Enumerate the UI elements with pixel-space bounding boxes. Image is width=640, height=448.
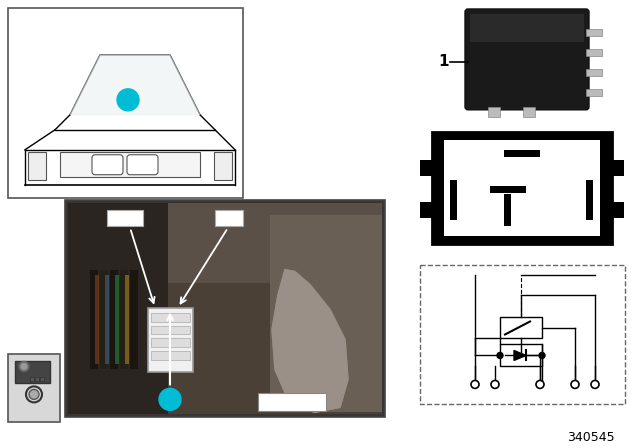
Bar (490, 186, 526, 193)
Text: X58: X58 (109, 211, 136, 224)
Polygon shape (272, 270, 348, 412)
Circle shape (591, 380, 599, 388)
Bar (110, 270, 118, 370)
Bar (151, 352, 190, 361)
Bar (8, 8, 243, 198)
Bar (270, 215, 382, 412)
Text: 85: 85 (580, 179, 596, 192)
Text: 30: 30 (468, 392, 482, 402)
Bar (28, 152, 46, 180)
Text: 85: 85 (488, 392, 502, 402)
Bar (151, 339, 190, 348)
Text: 1: 1 (166, 393, 174, 406)
Bar (504, 150, 540, 157)
Bar (586, 49, 602, 56)
Text: 87b: 87b (584, 392, 605, 402)
Bar (420, 265, 625, 405)
Bar (130, 270, 138, 370)
Bar (214, 152, 232, 180)
Bar (504, 194, 511, 226)
Bar (100, 270, 108, 370)
Bar (95, 275, 99, 364)
Bar (90, 270, 98, 370)
Bar (470, 14, 584, 42)
Bar (258, 393, 326, 411)
Text: 340545: 340545 (568, 431, 615, 444)
Bar (120, 270, 128, 370)
Bar (68, 202, 168, 414)
Circle shape (571, 380, 579, 388)
Bar (125, 275, 129, 364)
Bar (68, 202, 382, 414)
Bar (151, 326, 190, 335)
FancyBboxPatch shape (465, 9, 589, 110)
Text: 30: 30 (445, 179, 461, 192)
Bar (107, 210, 143, 226)
Bar (500, 317, 542, 339)
Bar (523, 107, 535, 117)
Circle shape (117, 89, 139, 111)
Bar (40, 377, 44, 381)
Text: 128073: 128073 (271, 397, 313, 407)
Text: 87: 87 (568, 392, 582, 402)
Bar (151, 313, 190, 322)
Polygon shape (70, 55, 200, 115)
Text: 1: 1 (124, 93, 132, 106)
Circle shape (21, 363, 27, 370)
Bar (610, 160, 624, 176)
Text: 1: 1 (438, 54, 449, 69)
Bar (488, 107, 500, 117)
Bar (105, 275, 109, 364)
Circle shape (497, 353, 503, 358)
Circle shape (536, 380, 544, 388)
Bar (420, 160, 434, 176)
Bar (215, 210, 243, 226)
Circle shape (29, 389, 39, 400)
Polygon shape (514, 350, 526, 361)
Bar (35, 377, 39, 381)
Bar (65, 200, 385, 418)
FancyBboxPatch shape (127, 155, 158, 175)
Bar (610, 202, 624, 218)
Text: 86: 86 (496, 208, 512, 221)
Bar (148, 307, 193, 372)
Bar (586, 29, 602, 36)
Bar (432, 132, 612, 244)
Polygon shape (272, 270, 348, 412)
Text: K4: K4 (217, 211, 236, 224)
Text: 87b: 87b (490, 181, 514, 194)
Bar (444, 140, 600, 236)
Bar (500, 345, 542, 366)
Text: 86: 86 (533, 392, 547, 402)
Bar (586, 180, 593, 220)
Bar (115, 275, 119, 364)
Circle shape (539, 353, 545, 358)
Circle shape (471, 380, 479, 388)
Text: 87: 87 (506, 145, 522, 158)
Bar (586, 69, 602, 76)
Bar (68, 202, 382, 283)
Circle shape (491, 380, 499, 388)
Bar (30, 377, 34, 381)
Text: BMW: BMW (476, 16, 500, 25)
Bar (586, 89, 602, 96)
Bar (420, 202, 434, 218)
Bar (450, 180, 457, 220)
FancyBboxPatch shape (92, 155, 123, 175)
Bar (60, 152, 200, 177)
Bar (8, 354, 60, 422)
Circle shape (159, 388, 181, 410)
Bar (15, 362, 50, 383)
Circle shape (19, 362, 29, 371)
